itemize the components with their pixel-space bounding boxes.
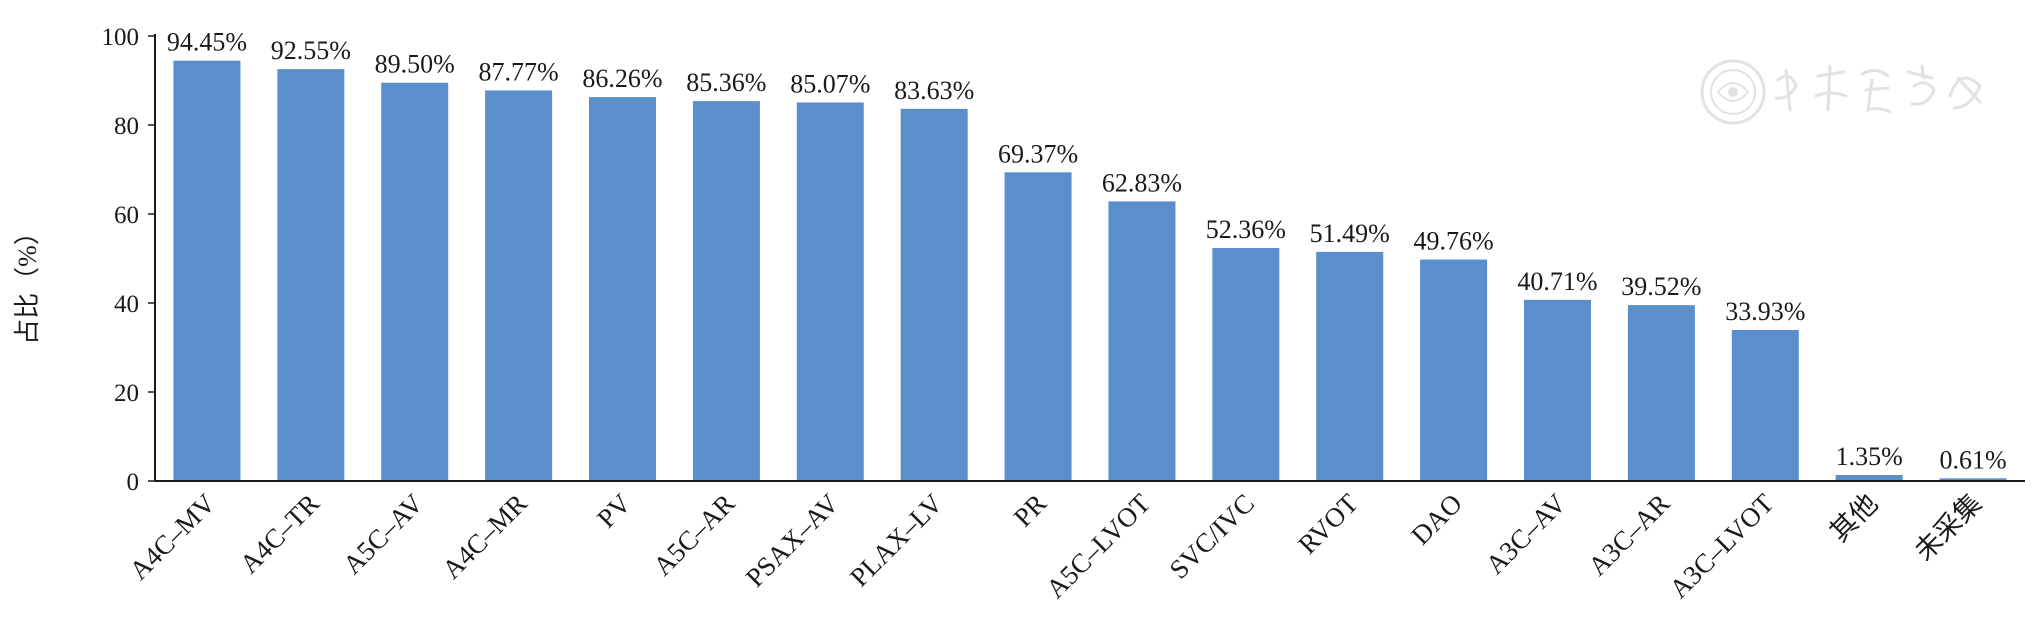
x-tick-label: A5C–AV — [337, 488, 429, 580]
data-label: 51.49% — [1310, 219, 1390, 248]
bar[interactable] — [588, 97, 657, 481]
bar[interactable] — [900, 108, 968, 481]
y-tick-label: 40 — [114, 291, 139, 318]
data-label: 33.93% — [1725, 297, 1805, 326]
x-tick-label: SVC/IVC — [1164, 488, 1261, 585]
x-tick-label: RVOT — [1292, 488, 1364, 560]
x-tick-label: PR — [1008, 488, 1053, 533]
data-label: 92.55% — [271, 36, 351, 65]
x-tick-label: PV — [591, 488, 637, 534]
x-tick-label: 其他 — [1824, 488, 1883, 547]
publisher-watermark — [1700, 59, 1982, 125]
watermark-script-icon — [1774, 64, 1982, 114]
x-tick-label: A4C–MV — [124, 488, 222, 586]
x-tick-label: A4C–TR — [234, 488, 325, 579]
x-tick-label: A3C–AR — [1582, 488, 1675, 581]
x-tick-label: PSAX–AV — [740, 488, 845, 593]
plot-area: 0 20 40 60 80 100 94.45% A4C–MV 92.55% A4C–TR 89.5… — [102, 24, 2025, 604]
bar[interactable] — [692, 101, 760, 481]
x-tick-label: A5C–AR — [647, 488, 740, 581]
x-tick-label: A3C–LVOT — [1664, 488, 1780, 604]
data-label: 62.83% — [1102, 168, 1182, 197]
y-tick-label: 60 — [114, 202, 139, 229]
x-tick-label: DAO — [1405, 488, 1468, 551]
x-tick-label: A5C–LVOT — [1040, 488, 1156, 604]
data-label: 87.77% — [479, 57, 559, 86]
bar[interactable] — [173, 60, 241, 481]
y-tick-label: 80 — [114, 113, 139, 140]
data-label: 0.61% — [1939, 445, 2006, 474]
y-tick-label: 0 — [127, 469, 140, 496]
data-label: 69.37% — [998, 139, 1078, 168]
data-label: 49.76% — [1414, 227, 1494, 256]
bar[interactable] — [1108, 201, 1176, 481]
bar[interactable] — [277, 69, 345, 481]
bar[interactable] — [1627, 305, 1695, 481]
y-axis-label: 占比（%） — [13, 219, 42, 345]
data-label: 89.50% — [375, 50, 455, 79]
data-label: 94.45% — [167, 28, 247, 57]
bar[interactable] — [1523, 299, 1592, 481]
bar[interactable] — [796, 102, 864, 481]
x-tick-label: A3C–AV — [1480, 488, 1572, 580]
data-label: 40.71% — [1517, 267, 1597, 296]
bar[interactable] — [1939, 478, 2007, 481]
data-label: 39.52% — [1621, 272, 1701, 301]
data-label: 85.07% — [790, 69, 870, 98]
data-label: 52.36% — [1206, 215, 1286, 244]
bar[interactable] — [1212, 247, 1280, 481]
data-label: 86.26% — [582, 64, 662, 93]
bar[interactable] — [1835, 474, 1903, 481]
bar[interactable] — [381, 82, 449, 481]
data-label: 85.36% — [686, 68, 766, 97]
bar[interactable] — [1316, 251, 1384, 481]
x-tick-label: 未采集 — [1909, 488, 1987, 566]
bar[interactable] — [485, 90, 553, 482]
bar[interactable] — [1420, 259, 1488, 481]
x-tick-label: A4C–MR — [436, 488, 533, 585]
y-tick-label: 100 — [102, 24, 140, 51]
watermark-seal-icon — [1700, 59, 1766, 125]
y-tick-label: 20 — [114, 380, 139, 407]
data-label: 83.63% — [894, 76, 974, 105]
bar[interactable] — [1004, 172, 1072, 481]
data-label: 1.35% — [1836, 442, 1903, 471]
x-tick-label: PLAX–LV — [844, 488, 949, 593]
bar[interactable] — [1731, 330, 1799, 481]
